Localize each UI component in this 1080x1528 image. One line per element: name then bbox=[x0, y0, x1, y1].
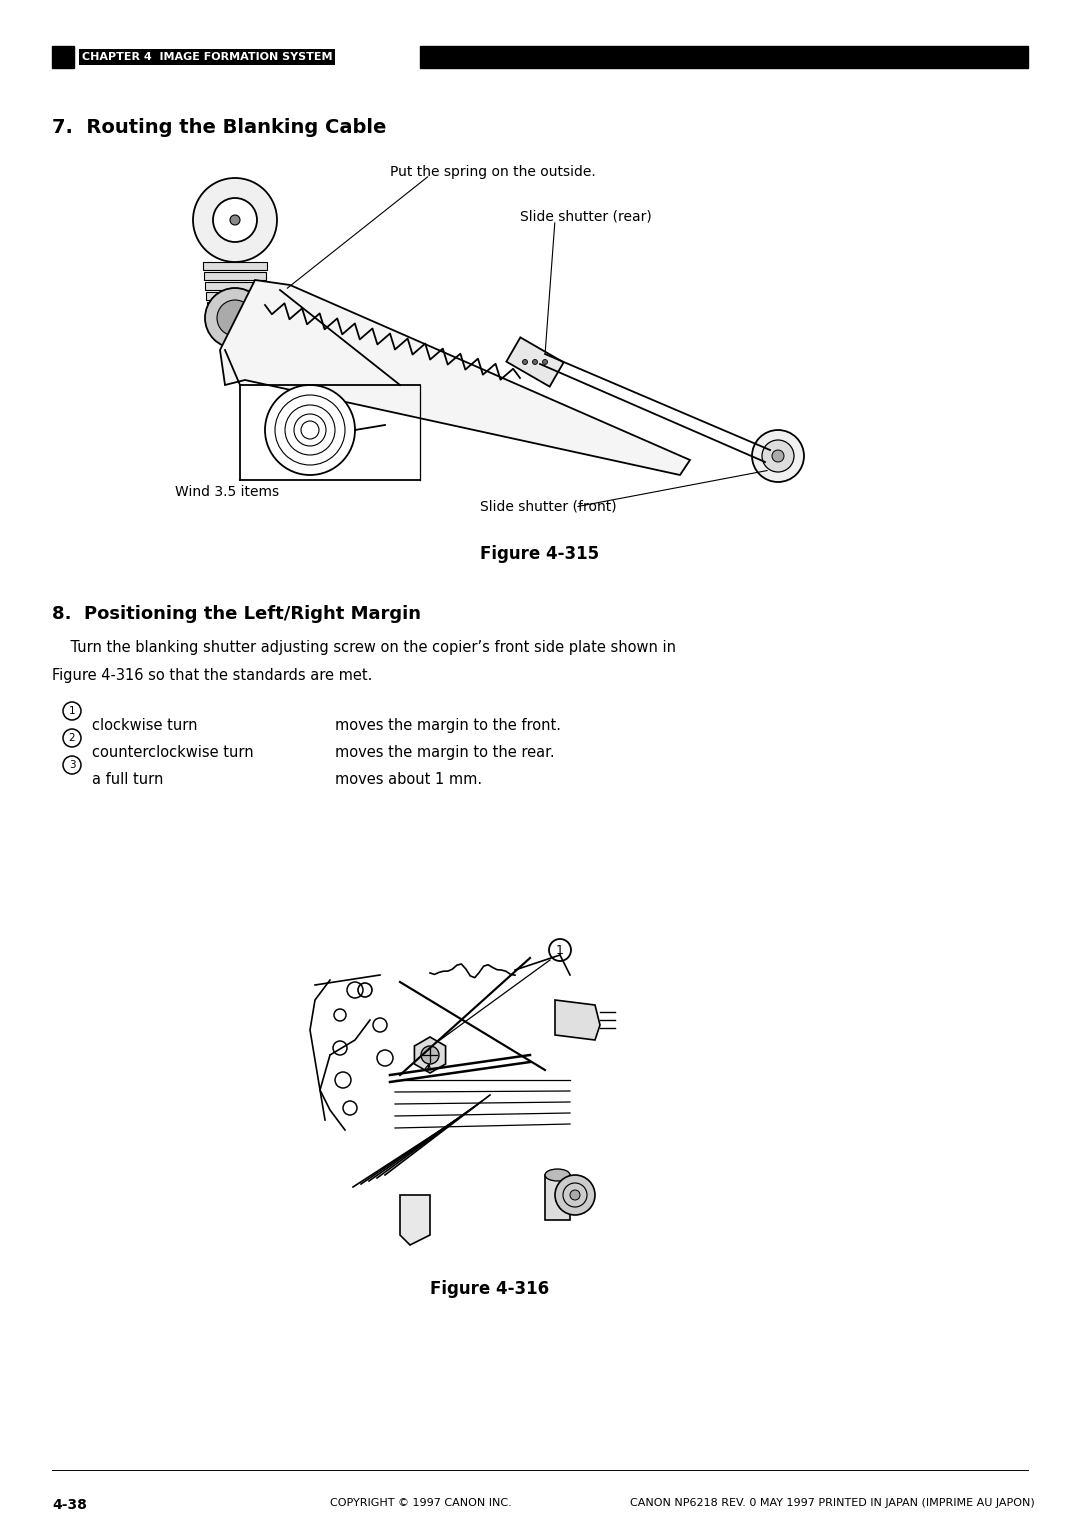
Text: 4-38: 4-38 bbox=[52, 1497, 86, 1513]
Text: moves about 1 mm.: moves about 1 mm. bbox=[335, 772, 482, 787]
Text: Figure 4-316 so that the standards are met.: Figure 4-316 so that the standards are m… bbox=[52, 668, 373, 683]
Ellipse shape bbox=[545, 1169, 570, 1181]
Polygon shape bbox=[415, 1038, 446, 1073]
Circle shape bbox=[570, 1190, 580, 1199]
Text: Figure 4-316: Figure 4-316 bbox=[431, 1280, 550, 1297]
Circle shape bbox=[523, 359, 527, 365]
Text: Slide shutter (front): Slide shutter (front) bbox=[480, 500, 617, 513]
Circle shape bbox=[752, 429, 804, 481]
Text: Wind 3.5 items: Wind 3.5 items bbox=[175, 484, 279, 500]
Text: Put the spring on the outside.: Put the spring on the outside. bbox=[390, 165, 596, 179]
Bar bbox=[545, 1175, 570, 1219]
Circle shape bbox=[762, 440, 794, 472]
Text: CANON NP6218 REV. 0 MAY 1997 PRINTED IN JAPAN (IMPRIME AU JAPON): CANON NP6218 REV. 0 MAY 1997 PRINTED IN … bbox=[630, 1497, 1035, 1508]
Circle shape bbox=[421, 1047, 438, 1063]
Text: Turn the blanking shutter adjusting screw on the copier’s front side plate shown: Turn the blanking shutter adjusting scre… bbox=[52, 640, 676, 656]
Text: moves the margin to the front.: moves the margin to the front. bbox=[335, 718, 561, 733]
Text: CHAPTER 4  IMAGE FORMATION SYSTEM: CHAPTER 4 IMAGE FORMATION SYSTEM bbox=[82, 52, 333, 63]
Text: 2: 2 bbox=[69, 733, 76, 743]
Circle shape bbox=[205, 287, 265, 348]
Text: 1: 1 bbox=[69, 706, 76, 717]
Bar bbox=[203, 261, 267, 270]
Circle shape bbox=[230, 215, 240, 225]
Text: 1: 1 bbox=[556, 943, 564, 957]
Text: COPYRIGHT © 1997 CANON INC.: COPYRIGHT © 1997 CANON INC. bbox=[330, 1497, 512, 1508]
Polygon shape bbox=[220, 280, 690, 475]
Text: a full turn: a full turn bbox=[92, 772, 163, 787]
Text: clockwise turn: clockwise turn bbox=[92, 718, 198, 733]
Polygon shape bbox=[400, 1195, 430, 1245]
Bar bbox=[420, 46, 1028, 69]
Bar bbox=[205, 283, 265, 290]
Circle shape bbox=[213, 199, 257, 241]
Text: 8.  Positioning the Left/Right Margin: 8. Positioning the Left/Right Margin bbox=[52, 605, 421, 623]
Polygon shape bbox=[555, 999, 600, 1041]
Text: counterclockwise turn: counterclockwise turn bbox=[92, 746, 254, 759]
Circle shape bbox=[217, 299, 253, 336]
Text: 3: 3 bbox=[69, 759, 76, 770]
Text: Slide shutter (rear): Slide shutter (rear) bbox=[519, 209, 651, 225]
Circle shape bbox=[772, 451, 784, 461]
Circle shape bbox=[532, 359, 538, 365]
Text: 7.  Routing the Blanking Cable: 7. Routing the Blanking Cable bbox=[52, 118, 387, 138]
Bar bbox=[208, 312, 262, 319]
Bar bbox=[207, 303, 264, 310]
Polygon shape bbox=[507, 338, 564, 387]
Circle shape bbox=[542, 359, 548, 365]
Circle shape bbox=[265, 385, 355, 475]
Bar bbox=[52, 46, 75, 69]
Text: moves the margin to the rear.: moves the margin to the rear. bbox=[335, 746, 555, 759]
Circle shape bbox=[193, 177, 276, 261]
Circle shape bbox=[555, 1175, 595, 1215]
Text: Figure 4-315: Figure 4-315 bbox=[481, 545, 599, 562]
Bar bbox=[204, 272, 266, 280]
Bar bbox=[206, 292, 264, 299]
